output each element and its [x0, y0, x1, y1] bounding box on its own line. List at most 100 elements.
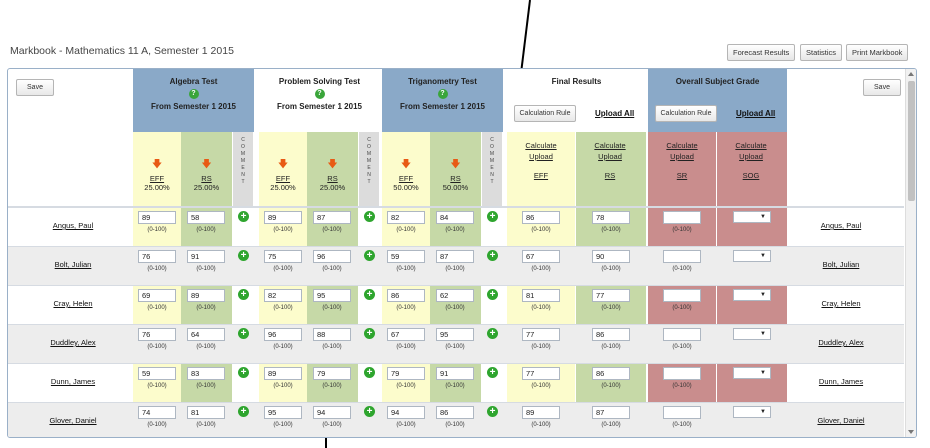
student-name-link[interactable]: Duddley, Alex — [50, 338, 96, 347]
student-name-link-right[interactable]: Cray, Helen — [821, 299, 861, 308]
vertical-scrollbar[interactable] — [905, 69, 916, 437]
rs-mark-input[interactable]: 91 — [436, 367, 474, 380]
upload-link[interactable]: Upload — [739, 152, 763, 161]
rs-code[interactable]: RS — [450, 174, 461, 183]
sr-input[interactable] — [663, 211, 701, 224]
student-name-link[interactable]: Angus, Paul — [52, 221, 94, 230]
rs-mark-input[interactable]: 64 — [187, 328, 225, 341]
eff-mark-input[interactable]: 82 — [264, 289, 302, 302]
student-name-link[interactable]: Cray, Helen — [53, 299, 93, 308]
final-eff-input[interactable]: 77 — [522, 367, 560, 380]
forecast-results-button[interactable]: Forecast Results — [727, 44, 796, 61]
add-comment-icon[interactable]: + — [364, 289, 375, 300]
add-comment-icon[interactable]: + — [364, 328, 375, 339]
eff-code[interactable]: EFF — [275, 174, 291, 183]
final-eff-input[interactable]: 89 — [522, 406, 560, 419]
eff-mark-input[interactable]: 76 — [138, 250, 176, 263]
student-name-link-right[interactable]: Duddley, Alex — [818, 338, 864, 347]
final-rs-input[interactable]: 86 — [592, 367, 630, 380]
add-comment-icon[interactable]: + — [238, 250, 249, 261]
rs-mark-input[interactable]: 91 — [187, 250, 225, 263]
sog-select[interactable]: ▼ — [733, 328, 771, 340]
add-comment-icon[interactable]: + — [364, 211, 375, 222]
eff-mark-input[interactable]: 75 — [264, 250, 302, 263]
column-code[interactable]: SOG — [742, 171, 760, 180]
eff-column-header[interactable]: 🡇 EFF 25.00% — [133, 160, 181, 193]
print-markbook-button[interactable]: Print Markbook — [846, 44, 909, 61]
student-name-link[interactable]: Bolt, Julian — [54, 260, 92, 269]
add-comment-icon[interactable]: + — [487, 250, 498, 261]
add-comment-icon[interactable]: + — [487, 406, 498, 417]
final-eff-input[interactable]: 77 — [522, 328, 560, 341]
calculation-rule-button[interactable]: Calculation Rule — [514, 105, 576, 122]
final-eff-input[interactable]: 67 — [522, 250, 560, 263]
calculate-link[interactable]: Calculate — [525, 141, 557, 150]
add-comment-icon[interactable]: + — [487, 328, 498, 339]
upload-link[interactable]: Upload — [670, 152, 694, 161]
calculate-link[interactable]: Calculate — [666, 141, 698, 150]
sog-select[interactable]: ▼ — [733, 289, 771, 301]
scroll-down-icon[interactable] — [908, 430, 914, 434]
sr-input[interactable] — [663, 367, 701, 380]
rs-column-header[interactable]: 🡇 RS 25.00% — [307, 160, 358, 193]
final-rs-input[interactable]: 86 — [592, 328, 630, 341]
final-eff-input[interactable]: 86 — [522, 211, 560, 224]
eff-mark-input[interactable]: 67 — [387, 328, 425, 341]
student-name-link-right[interactable]: Dunn, James — [818, 377, 864, 386]
eff-mark-input[interactable]: 89 — [264, 211, 302, 224]
upload-all-link[interactable]: Upload All — [595, 109, 635, 118]
eff-code[interactable]: EFF — [149, 174, 165, 183]
eff-mark-input[interactable]: 74 — [138, 406, 176, 419]
eff-mark-input[interactable]: 96 — [264, 328, 302, 341]
add-comment-icon[interactable]: + — [238, 367, 249, 378]
statistics-button[interactable]: Statistics — [800, 44, 843, 61]
final-rs-input[interactable]: 87 — [592, 406, 630, 419]
eff-mark-input[interactable]: 86 — [387, 289, 425, 302]
rs-column-header[interactable]: 🡇 RS 50.00% — [430, 160, 481, 193]
help-icon[interactable]: ? — [314, 89, 325, 99]
eff-mark-input[interactable]: 69 — [138, 289, 176, 302]
final-rs-input[interactable]: 78 — [592, 211, 630, 224]
sr-input[interactable] — [663, 289, 701, 302]
sr-input[interactable] — [663, 250, 701, 263]
rs-mark-input[interactable]: 94 — [313, 406, 351, 419]
column-code[interactable]: SR — [676, 171, 688, 180]
add-comment-icon[interactable]: + — [487, 367, 498, 378]
rs-mark-input[interactable]: 95 — [313, 289, 351, 302]
eff-code[interactable]: EFF — [398, 174, 414, 183]
column-code[interactable]: RS — [604, 171, 616, 180]
rs-mark-input[interactable]: 83 — [187, 367, 225, 380]
eff-mark-input[interactable]: 79 — [387, 367, 425, 380]
eff-mark-input[interactable]: 82 — [387, 211, 425, 224]
add-comment-icon[interactable]: + — [238, 328, 249, 339]
final-rs-input[interactable]: 90 — [592, 250, 630, 263]
rs-mark-input[interactable]: 87 — [436, 250, 474, 263]
calculate-link[interactable]: Calculate — [594, 141, 626, 150]
add-comment-icon[interactable]: + — [238, 289, 249, 300]
upload-link[interactable]: Upload — [598, 152, 622, 161]
student-name-link-right[interactable]: Glover, Daniel — [817, 416, 865, 425]
eff-mark-input[interactable]: 59 — [138, 367, 176, 380]
rs-mark-input[interactable]: 86 — [436, 406, 474, 419]
rs-mark-input[interactable]: 79 — [313, 367, 351, 380]
rs-code[interactable]: RS — [201, 174, 212, 183]
eff-mark-input[interactable]: 94 — [387, 406, 425, 419]
eff-column-header[interactable]: 🡇 EFF 25.00% — [259, 160, 307, 193]
sog-select[interactable]: ▼ — [733, 406, 771, 418]
rs-column-header[interactable]: 🡇 RS 25.00% — [181, 160, 232, 193]
rs-mark-input[interactable]: 81 — [187, 406, 225, 419]
rs-code[interactable]: RS — [327, 174, 338, 183]
add-comment-icon[interactable]: + — [238, 211, 249, 222]
help-icon[interactable]: ? — [188, 89, 199, 99]
sog-select[interactable]: ▼ — [733, 250, 771, 262]
add-comment-icon[interactable]: + — [364, 250, 375, 261]
eff-mark-input[interactable]: 59 — [387, 250, 425, 263]
eff-mark-input[interactable]: 89 — [264, 367, 302, 380]
add-comment-icon[interactable]: + — [487, 289, 498, 300]
scroll-thumb[interactable] — [908, 81, 915, 201]
scroll-up-icon[interactable] — [908, 72, 914, 76]
eff-mark-input[interactable]: 95 — [264, 406, 302, 419]
sog-select[interactable]: ▼ — [733, 367, 771, 379]
eff-column-header[interactable]: 🡇 EFF 50.00% — [382, 160, 430, 193]
final-rs-input[interactable]: 77 — [592, 289, 630, 302]
